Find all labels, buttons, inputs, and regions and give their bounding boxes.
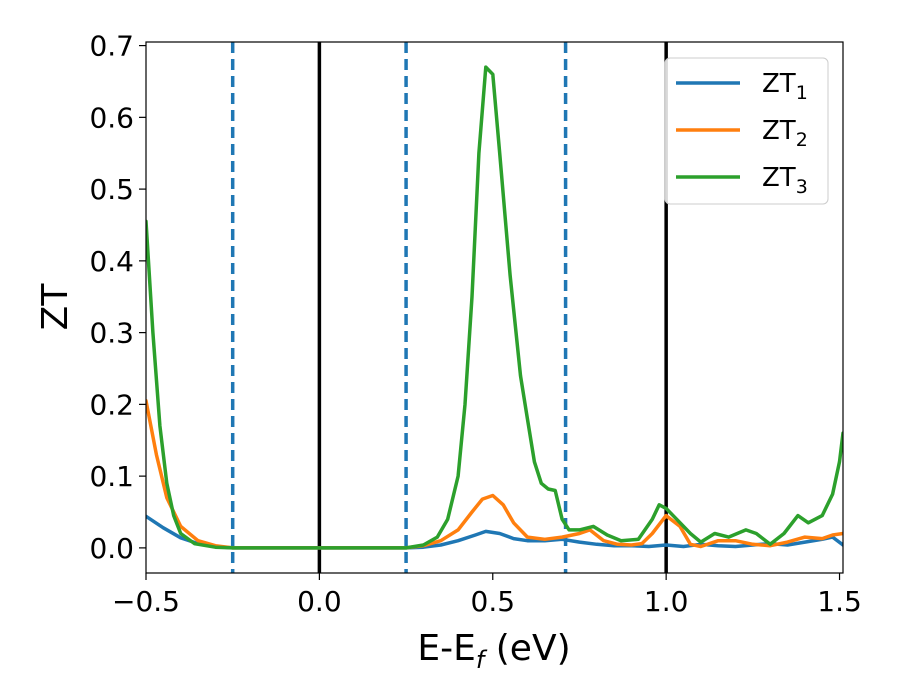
reference-lines [230, 42, 668, 573]
x-tick-label: 0.0 [297, 585, 342, 618]
x-tick-label: 1.0 [644, 585, 689, 618]
x-tick-label: 1.5 [817, 585, 862, 618]
legend-box [664, 57, 829, 205]
series-group [146, 65, 843, 550]
y-tick-label: 0.0 [89, 532, 134, 565]
series-line-zt3 [146, 65, 843, 550]
x-axis-label: E-Ef (eV) [417, 628, 570, 674]
legend: ZT1 ZT2 ZT3 [664, 57, 829, 205]
y-tick-label: 0.2 [89, 388, 134, 421]
legend-label-zt2: ZT2 [762, 116, 808, 151]
legend-label-zt1: ZT1 [762, 69, 808, 104]
y-tick-label: 0.6 [89, 101, 134, 134]
y-tick-label: 0.5 [89, 173, 134, 206]
x-axis-label-unit: (eV) [484, 628, 570, 669]
x-tick-label: −0.5 [112, 585, 180, 618]
plot-frame [145, 41, 844, 574]
y-tick-label: 0.7 [89, 30, 134, 63]
legend-label-zt3: ZT3 [762, 163, 808, 198]
y-axis-label: ZT [35, 283, 76, 331]
x-axis: −0.5 0.0 0.5 1.0 1.5 [112, 573, 862, 618]
y-axis: 0.0 0.1 0.2 0.3 0.4 0.5 0.6 0.7 [89, 30, 146, 565]
x-tick-label: 0.5 [471, 585, 516, 618]
y-tick-label: 0.4 [89, 245, 134, 278]
y-tick-label: 0.1 [89, 460, 134, 493]
x-axis-label-main: E-E [417, 628, 475, 669]
y-tick-label: 0.3 [89, 317, 134, 350]
